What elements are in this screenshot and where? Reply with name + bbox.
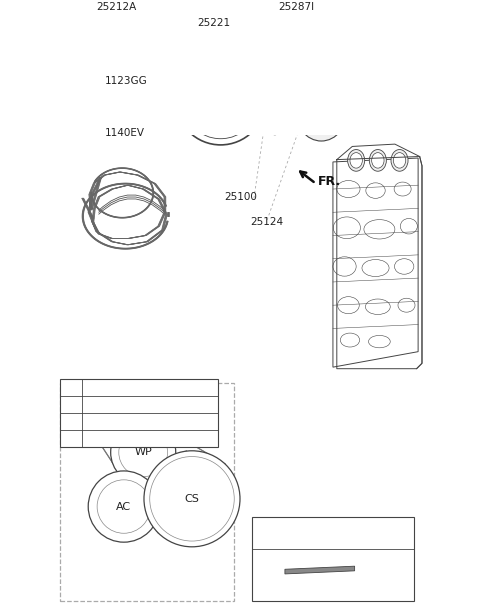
- Bar: [60, 382, 234, 601]
- Text: 25124: 25124: [250, 217, 283, 228]
- Circle shape: [302, 85, 308, 91]
- Text: 1140EV: 1140EV: [105, 128, 144, 138]
- Bar: [60, 379, 217, 447]
- Circle shape: [176, 55, 265, 145]
- Text: WP: WP: [63, 417, 79, 426]
- Text: 25221: 25221: [197, 18, 230, 27]
- Text: 1123GG: 1123GG: [105, 76, 147, 85]
- Ellipse shape: [348, 149, 365, 171]
- Text: AC: AC: [64, 400, 78, 409]
- Polygon shape: [285, 566, 355, 574]
- Ellipse shape: [393, 152, 406, 168]
- Text: 25287I: 25287I: [279, 2, 315, 12]
- Text: CS: CS: [184, 494, 199, 504]
- Circle shape: [97, 480, 151, 533]
- Circle shape: [271, 127, 279, 135]
- Circle shape: [189, 98, 193, 102]
- Ellipse shape: [294, 74, 348, 141]
- Text: AIR CON COMPRESSOR: AIR CON COMPRESSOR: [87, 400, 207, 409]
- FancyArrowPatch shape: [99, 199, 165, 214]
- Circle shape: [335, 124, 341, 131]
- Ellipse shape: [301, 82, 341, 133]
- Circle shape: [250, 90, 257, 98]
- Ellipse shape: [350, 152, 362, 168]
- Text: FR.: FR.: [317, 175, 341, 188]
- Ellipse shape: [372, 152, 384, 168]
- Circle shape: [111, 420, 176, 485]
- Text: WATER PUMP: WATER PUMP: [87, 417, 155, 426]
- Text: 21451B: 21451B: [259, 522, 302, 532]
- Circle shape: [91, 399, 123, 431]
- Circle shape: [150, 456, 234, 541]
- Ellipse shape: [391, 149, 408, 171]
- Text: CS: CS: [64, 433, 78, 443]
- Text: AC: AC: [116, 501, 132, 512]
- Polygon shape: [254, 77, 306, 127]
- Circle shape: [274, 14, 345, 85]
- Text: ALTERNATOR: ALTERNATOR: [87, 382, 154, 392]
- Circle shape: [233, 123, 238, 127]
- Circle shape: [144, 451, 240, 547]
- Text: AN: AN: [64, 382, 79, 392]
- Text: CRANKSHAFT: CRANKSHAFT: [87, 433, 156, 443]
- Text: WP: WP: [134, 447, 152, 458]
- Text: AN: AN: [99, 410, 115, 420]
- FancyArrowPatch shape: [99, 195, 165, 210]
- Polygon shape: [333, 158, 418, 367]
- Circle shape: [85, 393, 129, 437]
- Circle shape: [119, 428, 168, 477]
- FancyArrowPatch shape: [99, 197, 165, 212]
- Ellipse shape: [369, 149, 386, 171]
- Circle shape: [88, 471, 159, 542]
- Circle shape: [302, 124, 308, 131]
- Text: 25100: 25100: [225, 192, 257, 202]
- Bar: [252, 517, 414, 601]
- Circle shape: [335, 85, 341, 91]
- Circle shape: [292, 90, 300, 98]
- Text: 25212A: 25212A: [97, 2, 137, 12]
- Circle shape: [233, 72, 238, 77]
